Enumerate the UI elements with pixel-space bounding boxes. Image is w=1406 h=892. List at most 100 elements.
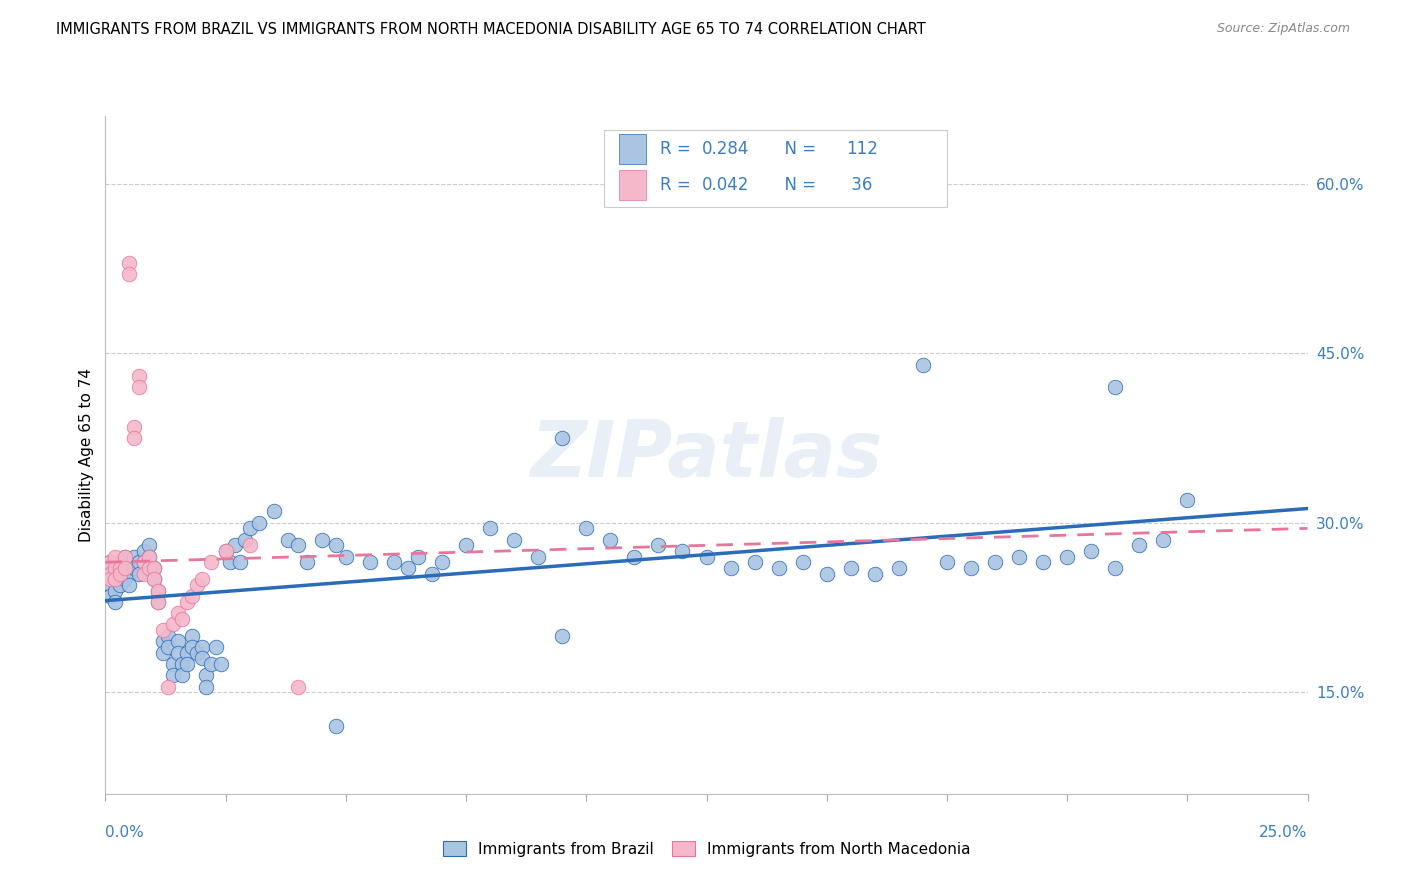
Point (936, 555, 959, 569)
Point (224, 538, 246, 552)
Point (162, 657, 184, 671)
Point (172, 612, 194, 626)
FancyBboxPatch shape (619, 170, 645, 200)
Point (156, 640, 179, 654)
Point (181, 629, 204, 643)
Point (263, 504, 285, 518)
Point (98, 561, 121, 575)
Point (422, 566, 444, 581)
Point (181, 589, 204, 603)
Point (148, 595, 170, 609)
Point (114, 549, 136, 564)
Point (104, 549, 127, 564)
Point (118, 578, 141, 592)
Point (114, 561, 136, 575)
Point (98, 566, 121, 581)
Point (166, 606, 188, 620)
Text: 25.0%: 25.0% (1260, 825, 1308, 840)
Point (863, 566, 886, 581)
Point (172, 657, 194, 671)
Point (124, 549, 146, 564)
Point (142, 561, 165, 575)
Point (359, 555, 381, 569)
Point (124, 419, 146, 434)
Point (623, 549, 645, 564)
Point (1008, 549, 1031, 564)
Point (839, 561, 862, 575)
Point (200, 657, 222, 671)
Point (108, 578, 131, 592)
Point (1128, 538, 1150, 552)
Point (887, 561, 910, 575)
Point (599, 533, 621, 547)
Point (214, 544, 236, 558)
Point (98, 566, 121, 581)
Point (118, 267, 141, 281)
Text: 0.042: 0.042 (702, 176, 749, 194)
Point (1104, 561, 1126, 575)
Point (98, 578, 121, 592)
Point (744, 555, 766, 569)
Point (114, 561, 136, 575)
Point (162, 668, 184, 682)
Point (214, 544, 236, 558)
Text: 0.284: 0.284 (702, 140, 749, 158)
Point (190, 572, 212, 586)
Point (454, 538, 477, 552)
Point (503, 533, 526, 547)
Point (792, 555, 814, 569)
Point (527, 549, 550, 564)
Point (1080, 544, 1102, 558)
Text: R =: R = (659, 176, 696, 194)
Point (104, 561, 127, 575)
Point (671, 544, 693, 558)
Point (479, 521, 502, 535)
Point (911, 358, 934, 372)
Point (98, 555, 121, 569)
Point (166, 646, 188, 660)
Point (128, 368, 150, 383)
Point (128, 555, 150, 569)
Point (1032, 555, 1054, 569)
Point (382, 555, 405, 569)
Point (132, 555, 155, 569)
FancyBboxPatch shape (605, 129, 948, 208)
Point (114, 572, 136, 586)
Point (108, 561, 131, 575)
Point (1056, 549, 1078, 564)
Point (176, 646, 198, 660)
Point (148, 583, 170, 598)
Text: 112: 112 (846, 140, 879, 158)
Point (815, 566, 838, 581)
Point (152, 646, 174, 660)
Point (108, 566, 131, 581)
Point (768, 561, 790, 575)
Point (190, 640, 212, 654)
Point (108, 555, 131, 569)
Point (152, 623, 174, 637)
Point (132, 544, 155, 558)
Point (195, 680, 218, 694)
Point (142, 572, 165, 586)
Point (239, 538, 262, 552)
Point (297, 555, 319, 569)
Point (247, 516, 270, 530)
Legend: Immigrants from Brazil, Immigrants from North Macedonia: Immigrants from Brazil, Immigrants from … (434, 833, 979, 864)
Point (195, 668, 218, 682)
Point (138, 549, 160, 564)
Point (396, 561, 419, 575)
Point (104, 572, 127, 586)
Text: N =: N = (775, 176, 821, 194)
Point (104, 583, 127, 598)
Point (148, 595, 170, 609)
Point (124, 431, 146, 445)
Point (1104, 380, 1126, 394)
Point (152, 634, 174, 648)
Point (118, 566, 141, 581)
Point (205, 640, 228, 654)
Point (166, 634, 188, 648)
Text: IMMIGRANTS FROM BRAZIL VS IMMIGRANTS FROM NORTH MACEDONIA DISABILITY AGE 65 TO 7: IMMIGRANTS FROM BRAZIL VS IMMIGRANTS FRO… (56, 22, 927, 37)
Point (124, 561, 146, 575)
Point (325, 538, 347, 552)
FancyBboxPatch shape (619, 134, 645, 164)
